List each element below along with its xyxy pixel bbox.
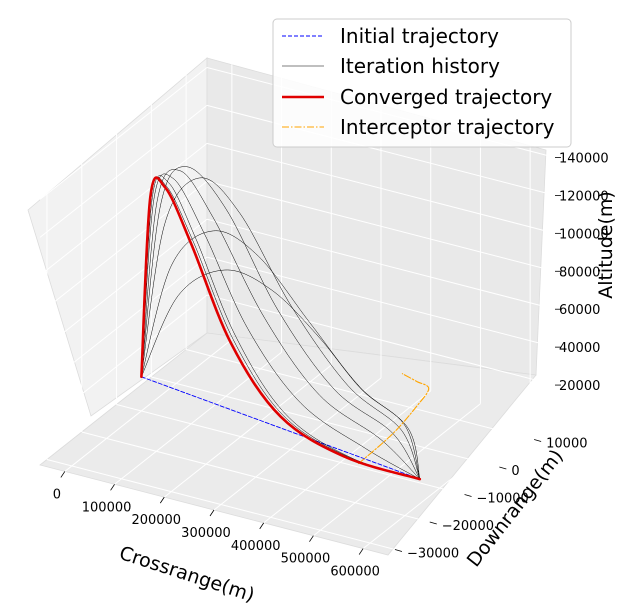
legend-label-interceptor: Interceptor trajectory: [340, 115, 555, 139]
tick-labels: 0100000200000300000400000500000600000−30…: [53, 151, 609, 579]
grid-floor-x: [64, 339, 233, 472]
legend-box: [272, 18, 572, 148]
grid-floor-y: [46, 459, 396, 550]
grid-left-z: [39, 256, 208, 390]
x-tick-mark: [60, 471, 66, 478]
y-tick-label: 10000: [546, 437, 587, 452]
series-line-0: [140, 376, 421, 480]
grid-right-z: [206, 218, 556, 310]
grid-right-z: [206, 294, 556, 386]
grid-right-z: [206, 104, 556, 196]
z-tick-label: 80000: [559, 265, 600, 280]
grid-floor-x: [313, 403, 481, 537]
x-tick-label: 400000: [231, 539, 281, 554]
series-line-2: [141, 230, 421, 480]
x-tick-mark: [110, 484, 115, 491]
series-line-7: [141, 175, 421, 480]
series-line-9: [140, 176, 422, 481]
x-tick-mark: [358, 548, 364, 555]
x-tick-label: 0: [53, 487, 61, 502]
x-tick-label: 200000: [131, 513, 181, 528]
y-tick-label: 0: [511, 464, 519, 479]
y-tick-label: −20000: [442, 519, 494, 534]
y-tick-mark: [464, 494, 472, 497]
x-tick-mark: [209, 509, 215, 517]
grid-floor-x: [114, 351, 282, 485]
z-tick-label: 20000: [559, 379, 600, 394]
grid-floor-x: [213, 377, 382, 511]
grid-left-z: [39, 142, 208, 276]
grid-floor-x: [362, 416, 531, 549]
z-tick-label: 60000: [559, 303, 600, 318]
x-tick-label: 100000: [82, 500, 132, 515]
grid-floor-y: [185, 349, 535, 440]
series-line-4: [141, 166, 421, 480]
z-tick-label: 40000: [559, 341, 600, 356]
grid-left-z: [39, 294, 208, 428]
series-group: [140, 166, 430, 481]
x-tick-label: 500000: [281, 552, 331, 567]
z-axis-label: Altitude(m): [595, 191, 617, 299]
y-tick-label: −10000: [477, 492, 529, 507]
y-tick-mark: [534, 439, 542, 442]
grid-right-z: [206, 180, 556, 272]
series-line-10: [358, 373, 430, 465]
grid-left-z: [39, 105, 208, 238]
series-line-3: [141, 177, 421, 480]
legend-label-iteration: Iteration history: [340, 54, 500, 78]
grid-left-z: [39, 218, 208, 352]
z-tick-label: 120000: [559, 189, 609, 204]
y-tick-label: −30000: [407, 547, 459, 562]
x-tick-label: 600000: [330, 565, 380, 580]
x-tick-mark: [309, 535, 314, 542]
x-tick-mark: [159, 496, 165, 504]
grid-right-z: [206, 142, 556, 234]
x-tick-mark: [259, 522, 265, 530]
legend: Initial trajectory Iteration history Con…: [272, 18, 572, 148]
z-tick-label: 140000: [559, 151, 609, 166]
grid-floor-x: [163, 364, 332, 498]
grid-left-z: [39, 180, 208, 314]
grid-floor-y: [151, 376, 500, 468]
legend-label-converged: Converged trajectory: [340, 85, 552, 109]
grid-left-z: [39, 67, 208, 200]
y-tick-mark: [394, 549, 403, 552]
z-tick-label: 100000: [559, 227, 609, 242]
legend-label-initial: Initial trajectory: [340, 24, 499, 48]
series-line-5: [141, 169, 421, 480]
series-line-6: [141, 173, 421, 480]
y-tick-mark: [499, 466, 507, 470]
grid-right-z: [206, 256, 556, 348]
grid-floor-y: [116, 404, 465, 495]
grid-floor-y: [81, 431, 430, 523]
x-tick-label: 300000: [181, 526, 231, 541]
y-tick-mark: [429, 521, 437, 525]
